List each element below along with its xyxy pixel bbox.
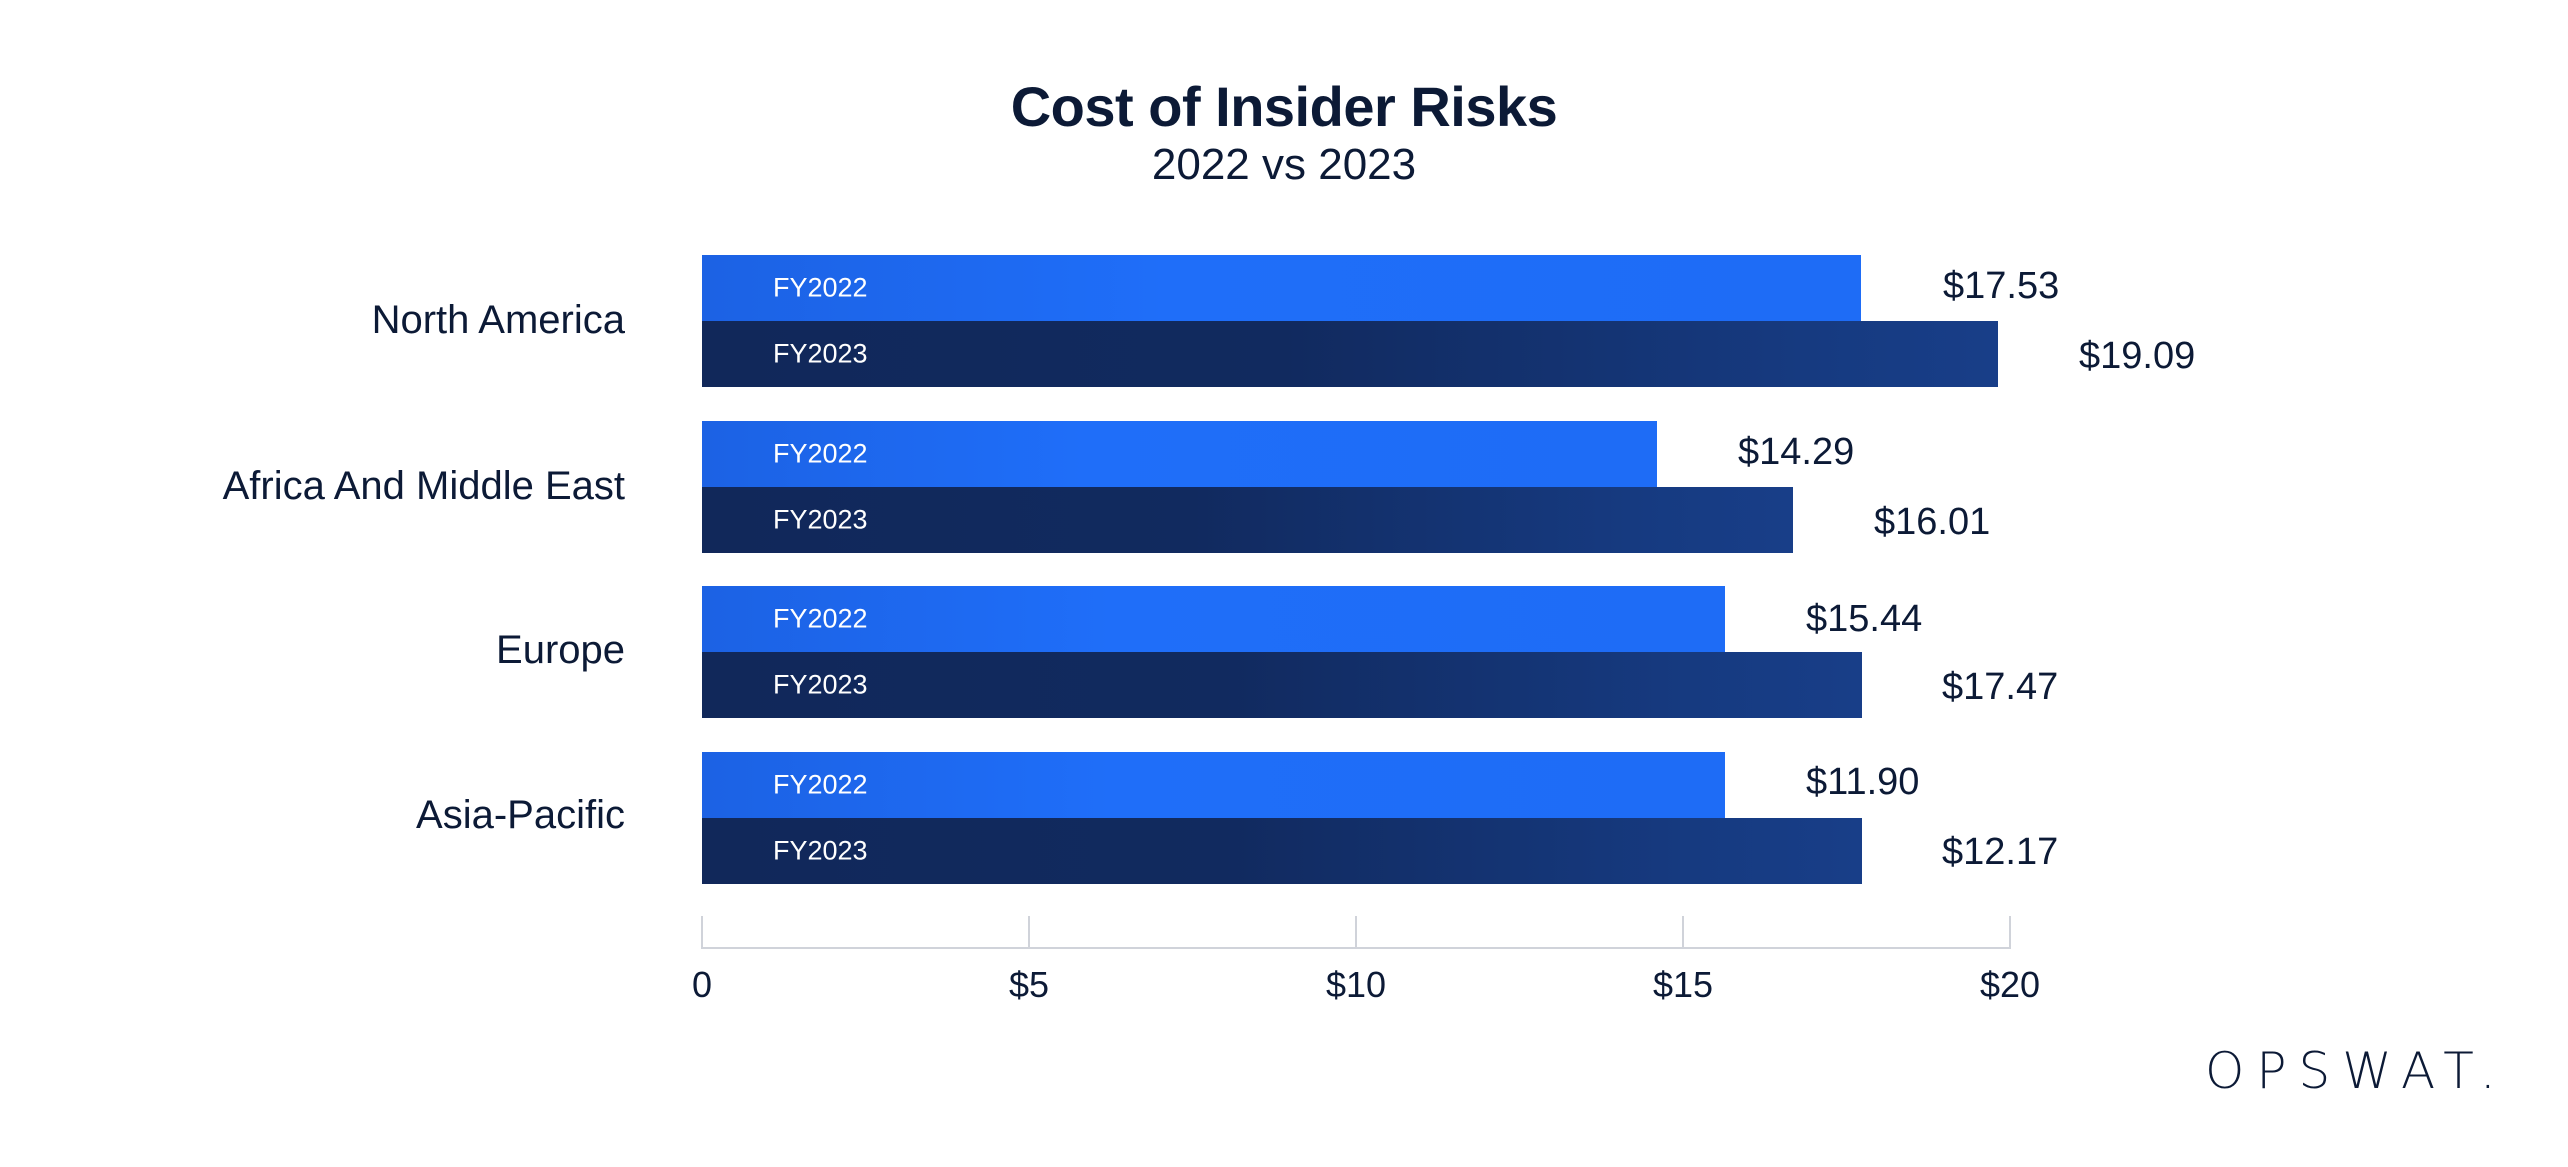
value-north-america-fy2022: $17.53 xyxy=(1943,265,2060,307)
x-axis-tick-20 xyxy=(2009,916,2011,948)
x-axis-tick-10 xyxy=(1355,916,1357,948)
region-label-europe: Europe xyxy=(496,628,625,672)
bar-north-america-fy2022: FY2022 xyxy=(702,255,1861,321)
bar-series-label: FY2023 xyxy=(773,504,868,535)
bar-series-label: FY2022 xyxy=(773,769,868,800)
bar-north-america-fy2023: FY2023 xyxy=(702,321,1998,387)
bar-africa-middle-east-fy2022: FY2022 xyxy=(702,421,1657,487)
x-axis-tick-label: $10 xyxy=(1325,964,1387,1005)
bar-series-label: FY2023 xyxy=(773,669,868,700)
value-asia-pacific-fy2023: $12.17 xyxy=(1942,831,2059,873)
value-europe-fy2022: $15.44 xyxy=(1806,598,1923,640)
bar-europe-fy2022: FY2022 xyxy=(702,586,1725,652)
chart-subtitle: 2022 vs 2023 xyxy=(1151,140,1417,189)
region-label-asia-pacific: Asia-Pacific xyxy=(416,793,625,837)
value-africa-middle-east-fy2022: $14.29 xyxy=(1738,431,1855,473)
bar-asia-pacific-fy2022: FY2022 xyxy=(702,752,1725,818)
opswat-logo: OPSWAT. xyxy=(2205,1042,2508,1100)
value-asia-pacific-fy2022: $11.90 xyxy=(1806,761,1920,803)
x-axis-tick-label: 0 xyxy=(691,964,713,1005)
x-axis-tick-label: $20 xyxy=(1979,964,2041,1005)
chart-title: Cost of Insider Risks xyxy=(1010,75,1558,138)
value-europe-fy2023: $17.47 xyxy=(1942,666,2059,708)
bar-africa-middle-east-fy2023: FY2023 xyxy=(702,487,1793,553)
region-label-africa-middle-east: Africa And Middle East xyxy=(222,464,625,508)
bar-europe-fy2023: FY2023 xyxy=(702,652,1862,718)
bar-series-label: FY2022 xyxy=(773,272,868,303)
value-africa-middle-east-fy2023: $16.01 xyxy=(1874,501,1991,543)
x-axis-tick-0 xyxy=(701,916,703,948)
x-axis-tick-label: $15 xyxy=(1652,964,1714,1005)
bar-series-label: FY2023 xyxy=(773,835,868,866)
bar-series-label: FY2022 xyxy=(773,438,868,469)
bar-series-label: FY2023 xyxy=(773,338,868,369)
x-axis-tick-label: $5 xyxy=(1008,964,1050,1005)
x-axis-tick-15 xyxy=(1682,916,1684,948)
bar-series-label: FY2022 xyxy=(773,603,868,634)
value-north-america-fy2023: $19.09 xyxy=(2079,335,2196,377)
x-axis-tick-5 xyxy=(1028,916,1030,948)
region-label-north-america: North America xyxy=(371,298,625,342)
bar-asia-pacific-fy2023: FY2023 xyxy=(702,818,1862,884)
x-axis-line xyxy=(701,947,2011,949)
